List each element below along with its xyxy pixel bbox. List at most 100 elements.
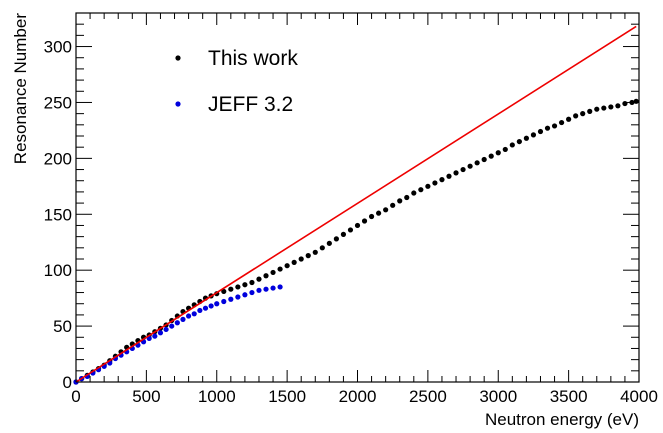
data-point bbox=[174, 320, 180, 326]
x-tick-label: 1000 bbox=[198, 387, 236, 406]
data-point bbox=[284, 263, 290, 269]
series-1-points bbox=[73, 284, 283, 385]
data-point bbox=[235, 284, 241, 290]
data-point bbox=[319, 245, 325, 251]
data-point bbox=[368, 213, 375, 220]
data-point bbox=[169, 323, 175, 329]
data-point bbox=[551, 123, 558, 129]
data-point bbox=[228, 286, 234, 292]
data-point bbox=[608, 104, 614, 110]
data-point bbox=[523, 135, 530, 141]
series-0-points bbox=[73, 98, 639, 385]
data-point bbox=[298, 256, 304, 262]
data-point bbox=[474, 160, 480, 166]
data-point bbox=[291, 259, 297, 265]
data-point bbox=[186, 313, 192, 319]
data-point bbox=[453, 170, 459, 176]
data-point bbox=[566, 116, 572, 122]
data-point bbox=[601, 105, 607, 111]
data-point bbox=[163, 326, 169, 333]
data-point bbox=[404, 194, 410, 201]
data-point bbox=[580, 111, 586, 117]
data-point bbox=[249, 279, 255, 286]
y-tick-label: 0 bbox=[63, 373, 72, 392]
data-point bbox=[333, 236, 339, 242]
x-tick-label: 500 bbox=[132, 387, 160, 406]
data-point bbox=[390, 202, 396, 208]
data-point bbox=[249, 289, 255, 296]
data-point bbox=[242, 292, 248, 298]
data-point bbox=[347, 227, 354, 233]
x-tick-label: 1500 bbox=[268, 387, 306, 406]
x-tick-label: 3000 bbox=[479, 387, 517, 406]
data-point bbox=[235, 294, 241, 300]
data-point bbox=[180, 316, 186, 322]
y-tick-label: 150 bbox=[44, 205, 72, 224]
data-point bbox=[221, 298, 227, 305]
data-point bbox=[615, 103, 621, 109]
data-point bbox=[587, 108, 593, 114]
data-point bbox=[411, 190, 417, 196]
data-point bbox=[622, 100, 628, 107]
y-tick-label: 300 bbox=[44, 38, 72, 57]
data-point bbox=[418, 187, 424, 193]
x-tick-label: 2000 bbox=[339, 387, 377, 406]
data-point bbox=[312, 249, 318, 255]
y-tick-label: 100 bbox=[44, 261, 72, 280]
data-point bbox=[544, 125, 551, 131]
data-point bbox=[425, 183, 431, 189]
data-point bbox=[277, 284, 283, 290]
data-point bbox=[537, 128, 544, 135]
data-point bbox=[516, 138, 522, 145]
data-point bbox=[202, 305, 209, 311]
x-axis-title: Neutron energy (eV) bbox=[485, 410, 639, 429]
data-point bbox=[277, 266, 283, 272]
data-point bbox=[221, 288, 227, 295]
data-point bbox=[270, 269, 276, 276]
axes: 0 500 1000 1500 2000 2500 3000 3500 4000 0 50 100 15… bbox=[44, 12, 658, 406]
data-point bbox=[633, 98, 639, 104]
data-point bbox=[481, 156, 487, 163]
y-tick-label: 50 bbox=[53, 317, 72, 336]
data-point bbox=[191, 311, 197, 317]
x-tick-label: 3500 bbox=[550, 387, 588, 406]
legend-marker bbox=[175, 101, 181, 107]
data-point bbox=[558, 119, 565, 126]
data-point bbox=[340, 231, 347, 237]
data-point bbox=[467, 163, 473, 169]
data-point bbox=[509, 142, 515, 148]
data-point bbox=[432, 180, 438, 186]
data-point bbox=[305, 253, 311, 259]
data-point bbox=[157, 330, 164, 336]
x-tick-label: 4000 bbox=[620, 387, 658, 406]
data-point bbox=[446, 173, 452, 179]
data-point bbox=[530, 132, 537, 138]
y-tick-label: 200 bbox=[44, 149, 72, 168]
data-point bbox=[495, 150, 501, 156]
x-tick-label: 2500 bbox=[409, 387, 447, 406]
data-point bbox=[361, 218, 368, 224]
legend: This work JEFF 3.2 bbox=[175, 47, 298, 116]
data-point bbox=[502, 146, 508, 153]
legend-label: This work bbox=[208, 47, 298, 70]
data-point bbox=[439, 177, 445, 183]
data-point bbox=[376, 210, 382, 216]
data-point bbox=[242, 282, 248, 288]
x-tick-label: 0 bbox=[71, 387, 80, 406]
data-point bbox=[354, 222, 361, 229]
data-point bbox=[488, 153, 494, 159]
data-point bbox=[460, 166, 466, 173]
data-point bbox=[214, 301, 220, 307]
y-tick-label: 250 bbox=[44, 93, 72, 112]
reference-line bbox=[75, 25, 637, 383]
legend-label: JEFF 3.2 bbox=[208, 93, 293, 116]
data-point bbox=[594, 106, 600, 112]
data-point bbox=[573, 113, 579, 119]
data-point bbox=[208, 303, 214, 309]
data-point bbox=[197, 307, 203, 314]
data-point bbox=[263, 286, 269, 292]
y-axis-title: Resonance Number bbox=[11, 13, 30, 165]
data-point bbox=[256, 287, 262, 293]
data-marks bbox=[73, 25, 639, 385]
data-point bbox=[383, 207, 389, 213]
